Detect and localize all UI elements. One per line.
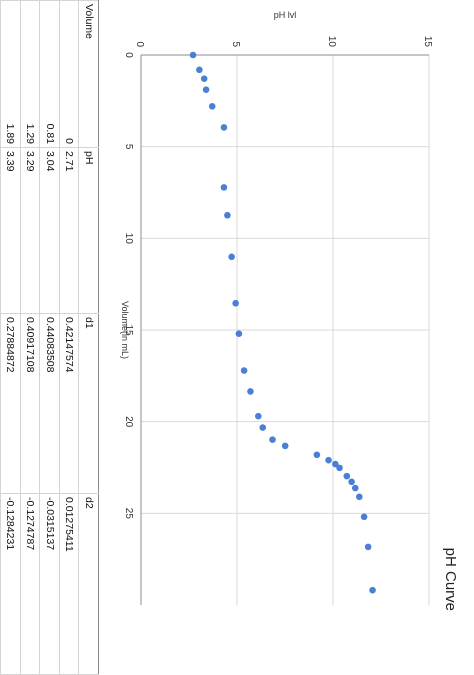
data-point — [269, 436, 276, 443]
data-point — [189, 51, 197, 59]
data-point — [202, 86, 210, 93]
table-header-row: Volume pH d1 d2 — [78, 0, 99, 675]
data-point — [343, 472, 351, 480]
y-tick-label: 5 — [230, 41, 241, 47]
data-point — [235, 330, 243, 337]
table-cell[interactable]: 3.04 — [39, 147, 60, 314]
data-table: Volume pH d1 d2 0 2.71 0.42147574 0.01275411 0.8… — [0, 0, 99, 675]
data-point — [313, 451, 321, 459]
table-row: 1.89 3.39 0.27884872 -0.1284231 — [0, 0, 21, 675]
column-header[interactable]: Volume — [78, 0, 99, 148]
y-axis-label: pH lvl — [274, 10, 297, 20]
data-point — [332, 460, 339, 468]
table-cell[interactable]: 3.71 — [0, 147, 1, 314]
table-cell[interactable]: 0.42147574 — [59, 313, 79, 494]
table-cell[interactable]: 3.29 — [20, 147, 40, 314]
data-point — [351, 484, 359, 492]
table-cell[interactable]: 2.8 — [0, 0, 1, 148]
data-point — [200, 75, 208, 82]
data-point — [196, 66, 203, 74]
x-tick-label: 20 — [123, 416, 134, 428]
table-cell[interactable]: 0.81 — [39, 0, 60, 148]
data-point — [255, 412, 262, 420]
y-tick-label: 0 — [134, 41, 145, 47]
x-tick-label: 15 — [123, 324, 134, 336]
table-cell[interactable]: 1.89 — [0, 0, 21, 148]
data-point — [240, 367, 248, 374]
table-cell[interactable]: -0.0315137 — [39, 493, 60, 675]
data-point — [356, 493, 363, 501]
table-row: 1.29 3.29 0.40917108 -0.1274787 — [20, 0, 40, 675]
table-row: 0.81 3.04 0.44083508 -0.0315137 — [39, 0, 60, 675]
data-point — [281, 442, 289, 450]
data-point — [360, 513, 368, 521]
data-point — [228, 253, 235, 261]
table-cell[interactable]: 2.71 — [59, 147, 79, 314]
ph-curve-chart: 0 5 10 15 0 5 10 15 20 25 pH Curve Volume(in mL) pH … — [120, 10, 459, 611]
data-point — [364, 543, 372, 551]
table-cell[interactable]: 0.40917108 — [20, 313, 40, 494]
column-header[interactable]: d2 — [78, 493, 99, 675]
table-cell[interactable]: 0 — [59, 0, 79, 148]
x-axis-label: Volume(in mL) — [120, 301, 130, 359]
y-tick-label: 10 — [326, 36, 337, 48]
data-point — [208, 103, 216, 110]
chart-title: pH Curve — [442, 548, 459, 611]
x-tick-label: 25 — [123, 508, 134, 520]
table-cell[interactable]: 0.44083508 — [39, 313, 60, 494]
x-tick-label: 10 — [123, 233, 134, 245]
data-point — [220, 124, 228, 131]
table-row: 0 2.71 0.42147574 0.01275411 — [59, 0, 79, 675]
data-point — [224, 211, 231, 219]
data-point — [247, 388, 254, 395]
data-point — [232, 299, 239, 307]
x-tick-label: 0 — [123, 52, 134, 58]
table-cell[interactable]: -0.0610336 — [0, 493, 1, 675]
table-row: 2.83.710.19058378-0.0610336 — [0, 0, 1, 675]
column-header[interactable]: pH — [78, 147, 99, 314]
y-tick-label: 15 — [422, 36, 433, 48]
table-cell[interactable]: 0.19058378 — [0, 313, 1, 494]
data-point — [259, 424, 267, 431]
x-tick-label: 5 — [123, 144, 134, 150]
data-point — [220, 184, 228, 191]
data-point — [325, 456, 332, 464]
table-cell[interactable]: 3.39 — [0, 147, 21, 314]
table-cell[interactable]: 0.01275411 — [59, 493, 79, 675]
table-cell[interactable]: -0.1284231 — [0, 493, 21, 675]
table-cell[interactable]: 0.27884872 — [0, 313, 21, 494]
data-point — [336, 464, 343, 472]
table-cell[interactable]: -0.1274787 — [20, 493, 40, 675]
data-point — [348, 478, 355, 486]
data-point — [369, 586, 376, 594]
column-header[interactable]: d1 — [78, 313, 99, 494]
table-cell[interactable]: 1.29 — [20, 0, 40, 148]
